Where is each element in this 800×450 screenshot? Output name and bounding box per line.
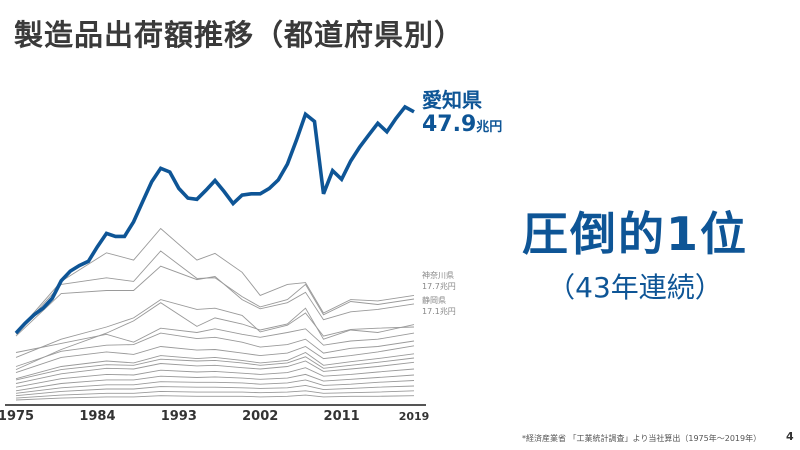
aichi-label: 愛知県 [422,88,482,112]
x-tick-label: 2011 [324,409,360,424]
x-tick-label: 2002 [242,409,278,424]
prefecture-line-14 [15,379,415,394]
prefecture-line-13 [15,373,415,392]
shizuoka-name: 静岡県 [422,296,446,305]
prefecture-line-12 [15,367,415,388]
kanagawa-value: 17.7兆円 [422,282,456,291]
headline: 圧倒的1位 [521,207,748,261]
kanagawa-label: 神奈川県 17.7兆円 [422,270,456,292]
footnote: *経済産業省 「工業統計調査」より当社算出（1975年〜2019年） [522,434,762,443]
aichi-unit: 兆円 [476,120,503,135]
prefecture-line-10 [15,356,415,381]
prefecture-line-1 [15,227,415,334]
x-tick-label: 1975 [0,409,34,424]
prefecture-line-15 [15,384,415,397]
other-prefectures-lines [15,227,415,401]
x-axis-ticks: 1975 1984 1993 2002 2011 2019 [0,409,429,424]
shizuoka-label: 静岡県 17.1兆円 [422,295,456,317]
aichi-value: 47.9 [422,112,477,137]
prefecture-line-17 [15,394,415,401]
x-tick-label: 1993 [161,409,197,424]
shizuoka-value: 17.1兆円 [422,307,456,316]
kanagawa-name: 神奈川県 [422,271,454,280]
prefecture-line-16 [15,390,415,399]
prefecture-line-8 [15,345,415,374]
slide-title: 製造品出荷額推移（都道府県別） [14,18,465,52]
aichi-line-group [14,104,415,335]
prefecture-line-3 [15,265,415,337]
x-tick-label: 1984 [79,409,115,424]
prefecture-line-4 [15,299,415,358]
prefecture-line-6 [15,327,415,353]
prefecture-line-9 [15,351,415,380]
prefecture-line-2 [15,250,415,335]
aichi-value-label: 47.9兆円 [422,112,502,137]
subheadline: （43年連続） [547,271,723,304]
prefecture-line-5 [15,302,415,371]
page-number: 4 [786,430,794,443]
prefecture-line-11 [15,360,415,384]
x-tick-label: 2019 [399,410,430,423]
aichi-line [14,104,415,335]
prefecture-line-7 [15,332,415,367]
